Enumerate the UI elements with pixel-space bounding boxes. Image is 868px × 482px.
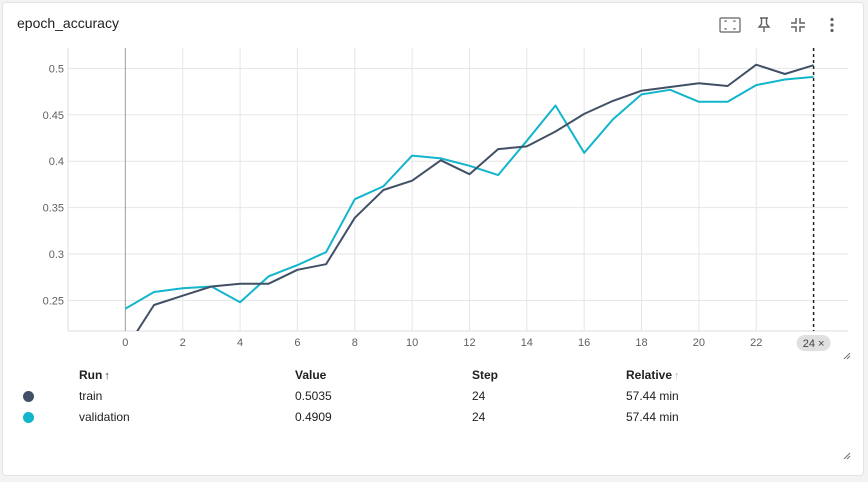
pin-icon bbox=[757, 17, 771, 32]
x-tick-label: 12 bbox=[463, 337, 475, 349]
y-tick-label: 0.5 bbox=[49, 63, 64, 75]
y-axis: 0.25 0.3 0.35 0.4 0.45 0.5 bbox=[43, 63, 64, 307]
runs-table: Run ↑ Value Step Relative ↑ train 0.5035 2… bbox=[17, 365, 746, 427]
card-title: epoch_accuracy bbox=[17, 15, 119, 31]
x-tick-label: 0 bbox=[122, 337, 128, 349]
cursor-badge bbox=[796, 335, 831, 351]
y-tick-label: 0.25 bbox=[43, 295, 64, 307]
x-tick-label: 8 bbox=[352, 337, 358, 349]
x-tick-label: 2 bbox=[180, 337, 186, 349]
series-lines bbox=[124, 63, 814, 331]
scalar-card: epoch_accuracy 0.25 0. bbox=[2, 2, 864, 476]
x-tick-label: 14 bbox=[521, 337, 533, 349]
sort-arrow-icon: ↑ bbox=[104, 370, 110, 382]
fit-domain-button[interactable] bbox=[713, 13, 747, 37]
run-value: 0.5035 bbox=[295, 388, 332, 403]
header-run[interactable]: Run ↑ bbox=[79, 368, 110, 382]
header-step[interactable]: Step bbox=[472, 368, 499, 382]
y-tick-label: 0.4 bbox=[49, 156, 64, 168]
more-options-button[interactable] bbox=[815, 13, 849, 37]
table-row: train 0.5035 24 57.44 min bbox=[17, 385, 746, 406]
run-color-dot bbox=[23, 411, 34, 423]
run-relative: 57.44 min bbox=[626, 409, 679, 424]
run-name: validation bbox=[79, 409, 130, 424]
chart-resize-handle-icon[interactable] bbox=[841, 350, 851, 360]
y-tick-label: 0.3 bbox=[49, 249, 64, 261]
run-color-dot bbox=[23, 390, 34, 402]
x-tick-label: 20 bbox=[693, 337, 705, 349]
x-tick-label: 4 bbox=[237, 337, 243, 349]
y-tick-label: 0.45 bbox=[43, 110, 64, 122]
line-chart[interactable]: 0.25 0.3 0.35 0.4 0.45 0.5 0 2 4 6 8 10 12 14 16 18 20 2… bbox=[3, 3, 865, 363]
step-cursor[interactable]: 24 × bbox=[796, 48, 831, 351]
run-step: 24 bbox=[472, 409, 486, 424]
x-tick-label: 10 bbox=[406, 337, 418, 349]
table-row: validation 0.4909 24 57.44 min bbox=[17, 406, 746, 427]
x-tick-label: 22 bbox=[750, 337, 762, 349]
x-tick-label: 18 bbox=[635, 337, 647, 349]
pin-button[interactable] bbox=[747, 13, 781, 37]
fit-domain-icon bbox=[719, 17, 741, 33]
x-tick-label: 6 bbox=[294, 337, 300, 349]
header-value[interactable]: Value bbox=[295, 368, 327, 382]
run-value: 0.4909 bbox=[295, 409, 332, 424]
y-tick-label: 0.35 bbox=[43, 203, 64, 215]
header-relative[interactable]: Relative ↑ bbox=[626, 368, 680, 382]
series-line-train bbox=[136, 63, 814, 331]
run-relative: 57.44 min bbox=[626, 388, 679, 403]
series-line-validation bbox=[124, 75, 814, 310]
collapse-icon bbox=[791, 18, 805, 32]
table-header-row: Run ↑ Value Step Relative ↑ bbox=[17, 365, 746, 385]
card-resize-handle-icon[interactable] bbox=[841, 450, 851, 460]
card-toolbar bbox=[713, 13, 849, 37]
sort-arrow-icon: ↑ bbox=[674, 370, 680, 382]
more-vert-icon bbox=[830, 17, 834, 33]
collapse-button[interactable] bbox=[781, 13, 815, 37]
cursor-badge-label: 24 × bbox=[803, 338, 825, 350]
x-axis: 0 2 4 6 8 10 12 14 16 18 20 22 bbox=[122, 337, 762, 349]
x-tick-label: 16 bbox=[578, 337, 590, 349]
run-step: 24 bbox=[472, 388, 486, 403]
run-name: train bbox=[79, 388, 103, 403]
